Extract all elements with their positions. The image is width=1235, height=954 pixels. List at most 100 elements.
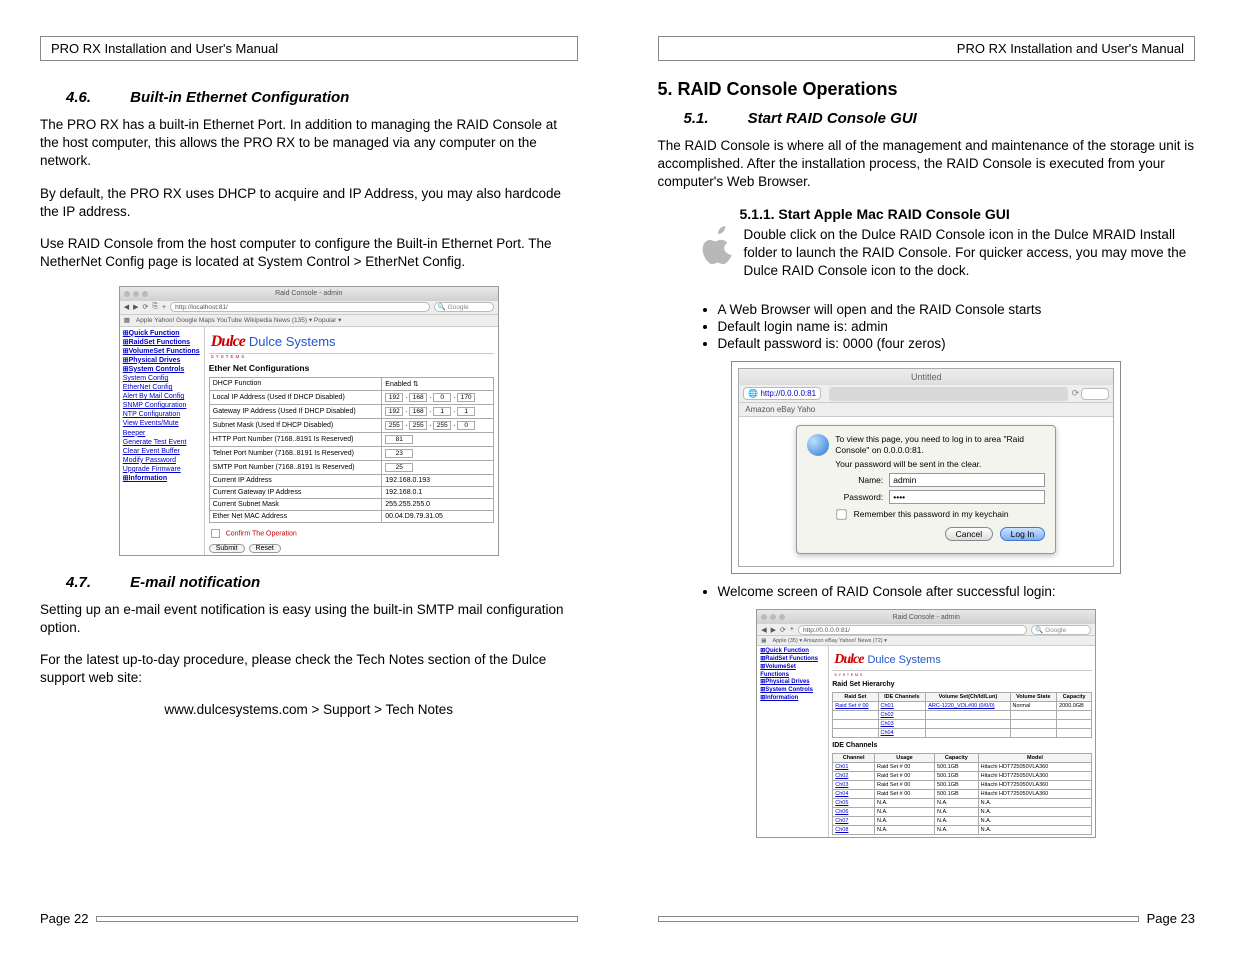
table-cell[interactable]: Ch01 [878, 702, 926, 711]
table-cell[interactable]: Ch07 [833, 817, 875, 826]
config-value[interactable]: ... [382, 390, 493, 404]
reload-icon[interactable]: ⟳ [780, 626, 786, 634]
remember-checkbox[interactable] [837, 509, 847, 519]
table-cell[interactable]: Ch02 [833, 772, 875, 781]
port-input[interactable] [385, 463, 413, 472]
sidebar-section[interactable]: ⊞RaidSet Functions [123, 338, 201, 347]
table-cell [1010, 729, 1057, 738]
sidebar-link[interactable]: Alert By Mail Config [123, 392, 201, 401]
table-cell: N.A. [978, 799, 1092, 808]
confirm-checkbox-row[interactable]: Confirm The Operation [209, 527, 494, 540]
ip-octet[interactable] [433, 393, 451, 402]
config-value: 192.168.0.193 [382, 474, 493, 486]
ip-octet[interactable] [433, 407, 451, 416]
config-value[interactable]: ... [382, 418, 493, 432]
sidebar-section[interactable]: ⊞System Controls [760, 687, 825, 695]
address-bar[interactable]: http://0.0.0.0:81/ [798, 625, 1027, 635]
sidebar-link[interactable]: Modify Password [123, 456, 201, 465]
ip-octet[interactable] [457, 421, 475, 430]
remember-row[interactable]: Remember this password in my keychain [835, 508, 1045, 521]
sidebar-section[interactable]: ⊞System Controls [123, 365, 201, 374]
table-cell[interactable]: Ch04 [833, 790, 875, 799]
config-value[interactable] [382, 446, 493, 460]
logo-row: Dulce Dulce Systems [209, 329, 494, 354]
port-input[interactable] [385, 449, 413, 458]
search-field[interactable]: 🔍 Google [1031, 625, 1091, 635]
sidebar-section[interactable]: ⊞Physical Drives [123, 356, 201, 365]
confirm-checkbox[interactable] [211, 528, 220, 537]
table-cell: 500.1GB [934, 772, 978, 781]
name-input[interactable] [889, 473, 1045, 487]
sidebar-section[interactable]: ⊞RaidSet Functions [760, 656, 825, 664]
sidebar-section[interactable]: ⊞Information [123, 474, 201, 483]
ip-octet[interactable] [409, 421, 427, 430]
sidebar-link[interactable]: EtherNet Config [123, 383, 201, 392]
section-4-7-heading: 4.7. E-mail notification [66, 574, 578, 591]
login-button[interactable]: Log In [1000, 527, 1046, 541]
sidebar-section[interactable]: ⊞VolumeSet Functions [760, 664, 825, 680]
ip-octet[interactable] [385, 407, 403, 416]
sidebar-section[interactable]: ⊞Physical Drives [760, 679, 825, 687]
ip-octet[interactable] [457, 393, 475, 402]
table-cell[interactable]: Ch06 [833, 808, 875, 817]
sidebar-link[interactable]: System Config [123, 374, 201, 383]
table-cell[interactable]: Ch01 [833, 763, 875, 772]
config-label: Gateway IP Address (Used If DHCP Disable… [209, 404, 382, 418]
table-cell: N.A. [875, 799, 935, 808]
config-value[interactable] [382, 460, 493, 474]
table-cell[interactable]: Ch02 [878, 711, 926, 720]
ip-octet[interactable] [409, 393, 427, 402]
login-url[interactable]: 🌐 http://0.0.0.0:81 [743, 387, 821, 400]
config-value[interactable] [382, 432, 493, 446]
sidebar-section[interactable]: ⊞VolumeSet Functions [123, 347, 201, 356]
table-cell [1010, 711, 1057, 720]
reader-icon[interactable]: ⎘ [152, 303, 158, 311]
nav-fwd-icon[interactable]: ▶ [771, 626, 776, 634]
ip-octet[interactable] [385, 393, 403, 402]
sidebar-link[interactable]: View Events/Mute Beeper [123, 419, 201, 437]
sidebar-link[interactable]: NTP Configuration [123, 410, 201, 419]
sidebar-section[interactable]: ⊞Information [760, 695, 825, 703]
table-cell[interactable]: Ch03 [878, 720, 926, 729]
reload-icon[interactable]: ⟳ [143, 303, 149, 311]
ip-octet[interactable] [457, 407, 475, 416]
nav-back-icon[interactable]: ◀ [124, 303, 129, 311]
port-input[interactable] [385, 435, 413, 444]
ip-octet[interactable] [433, 421, 451, 430]
confirm-label: Confirm The Operation [226, 530, 297, 537]
table-cell[interactable]: Ch05 [833, 799, 875, 808]
nav-fwd-icon[interactable]: ▶ [133, 303, 138, 311]
reset-button[interactable]: Reset [249, 544, 281, 553]
table-cell [833, 729, 878, 738]
reload-icon[interactable]: ⟳ [1072, 388, 1080, 399]
ip-octet[interactable] [385, 421, 403, 430]
sidebar-link[interactable]: Generate Test Event [123, 438, 201, 447]
password-input[interactable] [889, 490, 1045, 504]
sidebar-link[interactable]: Clear Event Buffer [123, 447, 201, 456]
add-icon[interactable]: + [162, 304, 166, 311]
table-cell[interactable]: Ch03 [833, 781, 875, 790]
sidebar-link[interactable]: Upgrade Firmware [123, 465, 201, 474]
address-bar[interactable]: http://localhost:81/ [170, 302, 430, 312]
paragraph: For the latest up-to-day procedure, plea… [40, 651, 578, 687]
sidebar-section[interactable]: ⊞Quick Function [123, 329, 201, 338]
table-cell[interactable]: Raid Set # 00 [833, 702, 878, 711]
raid-sidebar: ⊞Quick Function⊞RaidSet Functions⊞Volume… [757, 646, 829, 837]
sidebar-section[interactable]: ⊞Quick Function [760, 648, 825, 656]
search-field[interactable]: 🔍 Google [434, 302, 494, 312]
cancel-button[interactable]: Cancel [945, 527, 993, 541]
sidebar-link[interactable]: SNMP Configuration [123, 401, 201, 410]
bookmarks-icon[interactable]: ▦ [124, 316, 130, 324]
bookmarks-icon[interactable]: ▦ [761, 638, 766, 644]
config-value[interactable]: ... [382, 404, 493, 418]
company-name: Dulce Systems [249, 334, 336, 349]
table-cell[interactable]: ARC-1220_VOL#00 (0/0/0) [926, 702, 1010, 711]
add-icon[interactable]: + [790, 626, 794, 633]
nav-back-icon[interactable]: ◀ [761, 626, 766, 634]
table-cell[interactable]: Ch08 [833, 826, 875, 835]
table-cell[interactable]: Ch04 [878, 729, 926, 738]
search-field[interactable] [1081, 388, 1109, 400]
ip-octet[interactable] [409, 407, 427, 416]
config-value[interactable]: Enabled ⇅ [382, 377, 493, 390]
submit-button[interactable]: Submit [209, 544, 245, 553]
